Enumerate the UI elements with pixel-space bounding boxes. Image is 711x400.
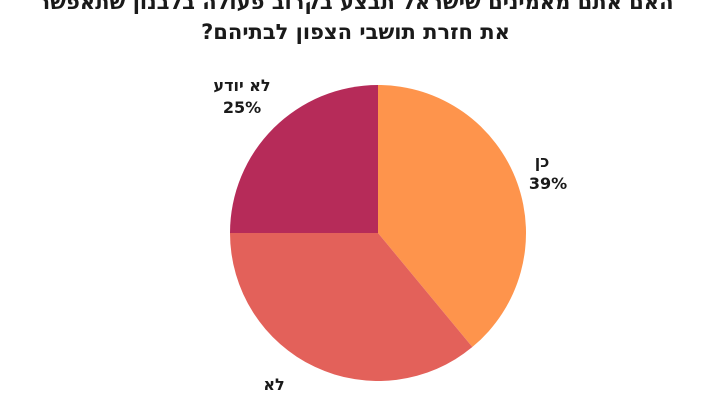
slice-label-dont-know: לא יודע — [213, 76, 270, 95]
slice-label-yes: כן — [535, 152, 550, 171]
pie-slice-yes — [378, 85, 527, 348]
pie-slice-no — [230, 233, 473, 382]
slice-percent-yes: 39% — [529, 174, 567, 193]
pie-slices — [230, 85, 527, 382]
slice-label-no: לא — [263, 375, 284, 394]
pie-slice-dont-know — [230, 85, 378, 233]
slice-percent-dont-know: 25% — [223, 98, 261, 117]
chart-title-line-2: את חזרת תושבי הצפון לבתיהם? — [201, 20, 510, 44]
chart-title-line-1: האם אתם מאמינים שישראל תבצע בקרוב פעולה … — [37, 0, 674, 14]
